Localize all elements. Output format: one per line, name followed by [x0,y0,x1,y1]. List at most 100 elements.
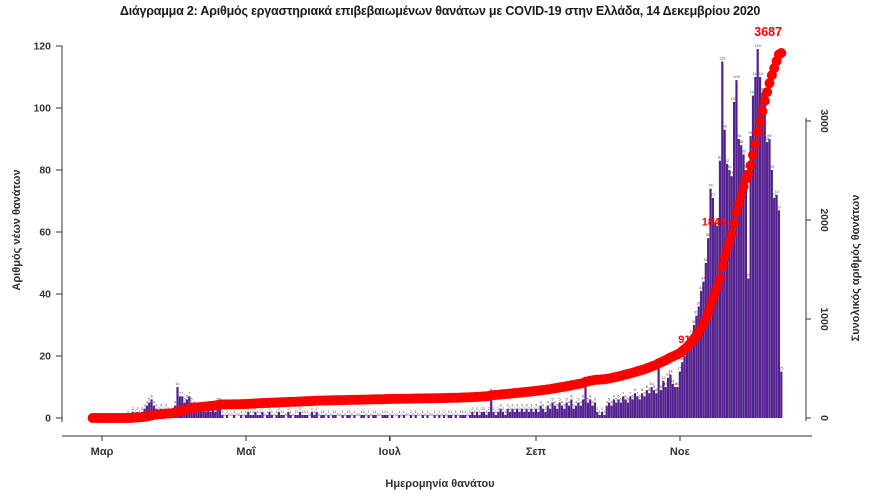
svg-text:4: 4 [575,400,578,405]
bar [251,414,255,418]
svg-text:1: 1 [367,409,370,414]
svg-text:1: 1 [599,409,602,414]
bar [655,393,658,418]
bar [577,402,580,418]
bar [315,411,318,418]
svg-text:3: 3 [549,403,552,408]
svg-text:2: 2 [596,406,599,411]
svg-text:2: 2 [509,406,512,411]
bar [749,135,752,418]
svg-text:60: 60 [39,227,51,239]
bar [636,396,639,418]
svg-text:0: 0 [389,412,392,417]
svg-text:2: 2 [601,406,604,411]
svg-text:1: 1 [327,409,330,414]
svg-text:9: 9 [646,384,649,389]
svg-text:1: 1 [464,409,467,414]
bar [520,408,523,418]
cumulative-dot [719,252,730,263]
svg-text:3: 3 [563,403,566,408]
svg-text:1: 1 [443,409,446,414]
svg-text:4: 4 [153,400,156,405]
bar [327,414,330,418]
cumulative-dot [717,261,728,272]
svg-text:6: 6 [150,393,153,398]
bar [725,163,729,418]
svg-text:1: 1 [266,409,269,414]
svg-text:1: 1 [504,409,507,414]
bar [702,281,705,418]
bar [266,414,269,418]
svg-text:2: 2 [471,406,474,411]
bar [475,411,479,418]
svg-text:2: 2 [132,406,135,411]
bar [674,387,677,418]
bar [426,414,429,418]
bar [202,408,205,418]
svg-text:Σεπ: Σεπ [526,446,547,458]
bar [334,414,337,418]
bar [254,411,257,418]
svg-text:2: 2 [537,406,540,411]
svg-text:44: 44 [701,276,706,281]
svg-text:1: 1 [474,409,477,414]
svg-text:5: 5 [615,397,618,402]
svg-text:1: 1 [275,409,278,414]
svg-text:45: 45 [746,273,751,278]
svg-text:4: 4 [193,400,196,405]
bar [353,414,356,418]
bar [374,414,377,418]
svg-text:10: 10 [175,381,180,386]
svg-text:0: 0 [457,412,460,417]
svg-text:8: 8 [655,387,658,392]
bar [346,414,349,418]
svg-text:1: 1 [372,409,375,414]
bar [740,145,743,418]
svg-text:1: 1 [485,409,488,414]
svg-text:0: 0 [431,412,434,417]
bar [546,405,549,418]
svg-text:120: 120 [33,41,51,53]
bar [442,414,446,418]
svg-text:89: 89 [765,136,770,141]
bar [504,414,507,418]
bar [497,411,500,418]
bar [532,411,535,418]
bar [332,414,335,418]
bar [733,101,736,419]
bar [372,414,375,418]
bar [421,414,424,418]
svg-text:1: 1 [306,409,309,414]
cumulative-dot [750,139,761,150]
svg-text:1: 1 [259,409,262,414]
bar [744,170,748,418]
bar [244,414,248,418]
bar [299,411,302,418]
svg-text:1: 1 [478,409,481,414]
bar [761,92,764,418]
bar [699,290,703,418]
bar [737,139,740,418]
bar [567,405,571,418]
bar [624,399,627,418]
svg-text:1: 1 [450,409,453,414]
svg-text:10: 10 [663,381,668,386]
cumulative-dot [776,47,787,58]
bar [570,399,573,418]
svg-text:1: 1 [415,409,418,414]
svg-text:105: 105 [759,87,766,92]
svg-text:1: 1 [221,409,224,414]
bar [362,414,365,418]
bar [461,414,464,418]
bar [258,414,262,418]
svg-text:0: 0 [285,412,288,417]
svg-text:0: 0 [424,412,427,417]
svg-text:2000: 2000 [818,208,830,232]
svg-text:1: 1 [250,409,253,414]
svg-text:41: 41 [699,285,704,290]
bar [487,411,490,418]
svg-text:0: 0 [273,412,276,417]
svg-text:2: 2 [544,406,547,411]
svg-text:1: 1 [384,409,387,414]
svg-text:Νοε: Νοε [670,446,691,458]
